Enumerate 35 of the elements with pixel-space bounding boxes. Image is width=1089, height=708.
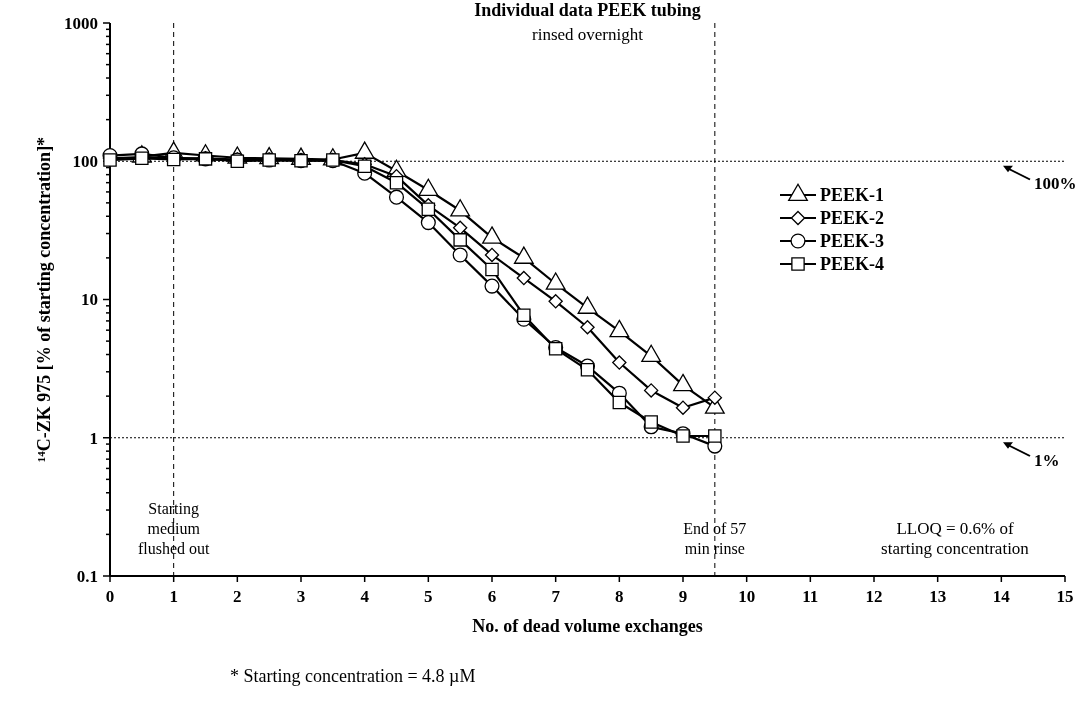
legend-label: 100% (1034, 174, 1077, 194)
x-tick-label: 0 (105, 587, 115, 606)
x-tick-label: 1 (169, 587, 178, 606)
x-axis-title: No. of dead volume exchanges (472, 616, 703, 636)
legend-label: PEEK-4 (820, 254, 885, 275)
y-tick-label: 1000 (64, 13, 98, 33)
text: * Starting concentration = 4.8 µM (230, 666, 476, 686)
x-tick-label: 13 (929, 587, 947, 606)
x-tick-label: 6 (487, 587, 497, 606)
legend-label: PEEK-2 (820, 208, 885, 229)
x-tick-label: 11 (802, 587, 819, 606)
y-tick-label: 1 (89, 428, 98, 448)
y-tick-label: 10 (81, 290, 98, 310)
ref-line-label: Starting medium flushed out (137, 500, 210, 557)
x-tick-label: 5 (424, 587, 433, 606)
x-tick-label: 10 (738, 587, 756, 606)
y-tick-label: 0.1 (76, 566, 98, 586)
x-tick-label: 7 (551, 587, 561, 606)
ref-line-label: End of 57 min rinse (683, 520, 747, 557)
x-tick-label: 2 (233, 587, 242, 606)
legend-label: PEEK-3 (820, 231, 885, 252)
x-tick-label: 9 (678, 587, 688, 606)
annotation: LLOQ = 0.6% of starting concentration (881, 519, 1030, 558)
x-tick-label: 4 (360, 587, 370, 606)
x-tick-label: 12 (865, 587, 883, 606)
legend-label: PEEK-1 (820, 185, 885, 206)
chart-subtitle: rinsed overnight (532, 25, 644, 44)
x-tick-label: 8 (615, 587, 624, 606)
y-tick-label: 100 (72, 152, 98, 172)
y-axis-title: ¹⁴C-ZK 975 [% of starting concentration]* (34, 136, 54, 463)
legend-label: 1% (1034, 450, 1060, 470)
chart-title: Individual data PEEK tubing (474, 0, 701, 20)
x-tick-label: 15 (1056, 587, 1074, 606)
x-tick-label: 14 (992, 587, 1011, 606)
x-tick-label: 3 (296, 587, 306, 606)
